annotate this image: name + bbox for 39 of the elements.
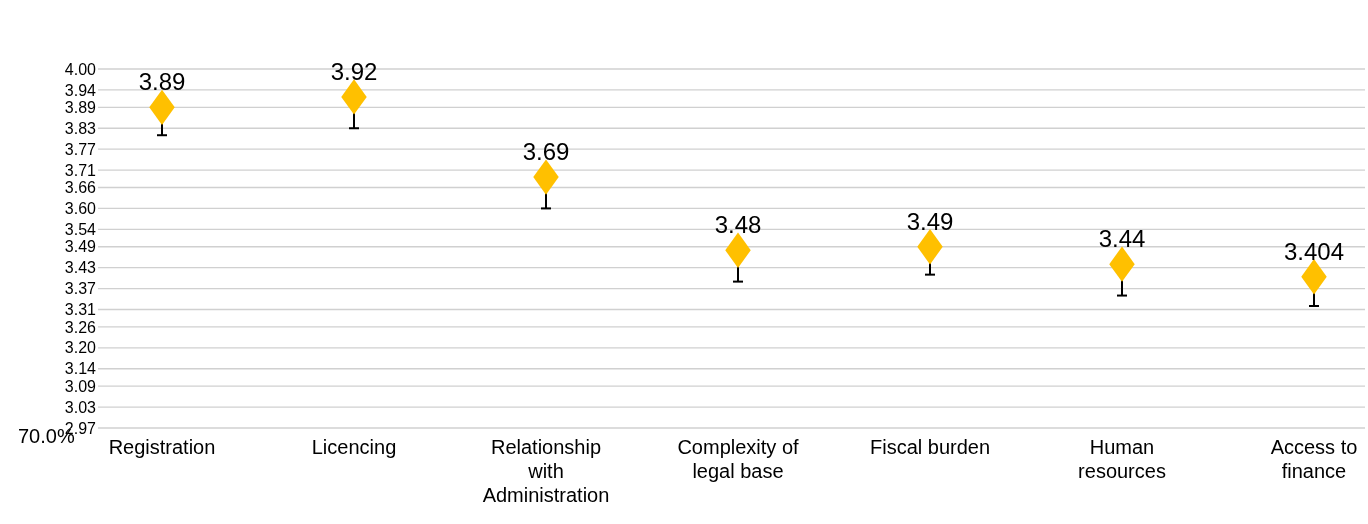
- point: [341, 79, 367, 115]
- y-tick-label: 3.94: [64, 81, 97, 99]
- y-tick-label: 3.89: [64, 98, 97, 116]
- x-tick-label: Fiscal burden: [869, 436, 991, 459]
- y-tick-label: 3.54: [64, 220, 97, 238]
- data-label: 3.89: [138, 68, 186, 96]
- point: [533, 159, 559, 195]
- x-tick-label: Licencing: [311, 436, 397, 459]
- x-tick-label: Access to finance: [1270, 436, 1358, 483]
- x-tick-label: Registration: [108, 436, 216, 459]
- data-label: 3.44: [1098, 225, 1146, 253]
- y-tick-label: 3.03: [64, 398, 97, 416]
- x-tick-label: Relationship with Administration: [482, 436, 610, 507]
- data-label: 3.92: [330, 57, 378, 85]
- data-label: 3.49: [906, 207, 954, 235]
- x-tick-label: Human resources: [1078, 436, 1166, 483]
- y-tick-label: 3.83: [64, 119, 97, 137]
- point: [1301, 259, 1327, 295]
- data-label: 3.69: [522, 138, 570, 166]
- y-tick-label: 3.43: [64, 259, 97, 277]
- point: [917, 229, 943, 265]
- point: [149, 89, 175, 125]
- y-tick-label: 3.09: [64, 377, 97, 395]
- x-tick-label: Complexity of legal base: [677, 436, 800, 483]
- y-tick-label: 3.20: [64, 339, 97, 357]
- y-tick-label: 3.77: [64, 140, 97, 158]
- data-label: 3.404: [1283, 237, 1345, 265]
- y-tick-label: 3.31: [64, 301, 97, 319]
- y-tick-label: 3.66: [64, 179, 97, 197]
- y-tick-label: 3.49: [64, 238, 97, 256]
- y-tick-label: 3.60: [64, 200, 97, 218]
- y-tick-label: 3.37: [64, 280, 97, 298]
- point: [1109, 246, 1135, 282]
- point: [725, 232, 751, 268]
- y-tick-label: 3.26: [64, 318, 97, 336]
- data-label: 3.48: [714, 211, 762, 239]
- y-tick-label: 4.00: [64, 60, 97, 78]
- y-tick-label: 3.14: [64, 360, 97, 378]
- y-tick-label: 3.71: [64, 161, 97, 179]
